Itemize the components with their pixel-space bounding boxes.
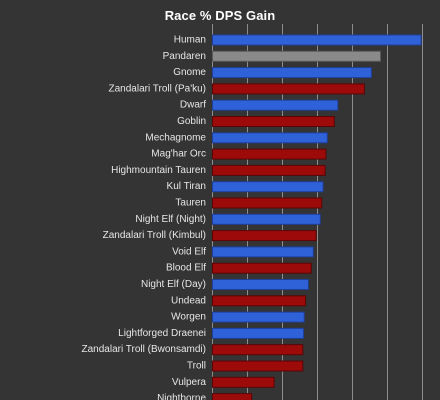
category-label: Dwarf xyxy=(180,100,206,111)
bar-zandalari-troll-kimbul[interactable] xyxy=(212,230,317,242)
bar-highmountain-tauren[interactable] xyxy=(212,164,326,176)
bar-blood-elf[interactable] xyxy=(212,262,312,274)
category-label: Tauren xyxy=(175,198,206,209)
category-label: Lightforged Draenei xyxy=(118,328,206,339)
bar-zandalari-troll-pa-ku[interactable] xyxy=(212,83,365,95)
category-label: Worgen xyxy=(171,312,206,323)
bar-lightforged-draenei[interactable] xyxy=(212,327,304,339)
category-label: Human xyxy=(174,35,206,46)
category-label: Pandaren xyxy=(163,51,206,62)
category-label: Mechagnome xyxy=(145,132,206,143)
bar-zandalari-troll-bwonsamdi[interactable] xyxy=(212,344,304,356)
bar-void-elf[interactable] xyxy=(212,246,314,258)
category-label: Kul Tiran xyxy=(167,181,206,192)
bar-tauren[interactable] xyxy=(212,197,323,209)
category-label: Night Elf (Day) xyxy=(141,279,206,290)
bar-gnome[interactable] xyxy=(212,67,372,79)
category-label: Highmountain Tauren xyxy=(111,165,206,176)
category-label: Zandalari Troll (Bwonsamdi) xyxy=(82,344,207,355)
bar-kul-tiran[interactable] xyxy=(212,181,324,193)
bar-nightborne[interactable] xyxy=(212,393,253,400)
bar-mechagnome[interactable] xyxy=(212,132,328,144)
bar-human[interactable] xyxy=(212,34,422,46)
category-label: Troll xyxy=(187,361,206,372)
bar-night-elf-day[interactable] xyxy=(212,279,309,290)
category-label: Undead xyxy=(171,295,206,306)
chart-title: Race % DPS Gain xyxy=(164,8,276,23)
bar-night-elf-night[interactable] xyxy=(212,213,321,225)
bar-undead[interactable] xyxy=(212,295,307,307)
bar-pandaren[interactable] xyxy=(212,50,381,62)
category-label: Night Elf (Night) xyxy=(135,214,206,225)
bar-dwarf[interactable] xyxy=(212,99,339,111)
category-label: Gnome xyxy=(173,67,206,78)
category-label: Zandalari Troll (Pa'ku) xyxy=(109,83,207,94)
category-label: Nightborne xyxy=(157,393,206,400)
bar-vulpera[interactable] xyxy=(212,376,275,388)
bar-mag-har-orc[interactable] xyxy=(212,148,327,160)
category-label: Void Elf xyxy=(172,246,206,257)
bar-worgen[interactable] xyxy=(212,311,305,323)
category-label: Vulpera xyxy=(172,377,207,388)
category-label: Zandalari Troll (Kimbul) xyxy=(103,230,206,241)
category-label: Mag'har Orc xyxy=(151,149,206,160)
bar-troll[interactable] xyxy=(212,360,304,372)
category-label: Blood Elf xyxy=(166,263,206,274)
category-label: Goblin xyxy=(177,116,206,127)
bar-goblin[interactable] xyxy=(212,116,335,127)
